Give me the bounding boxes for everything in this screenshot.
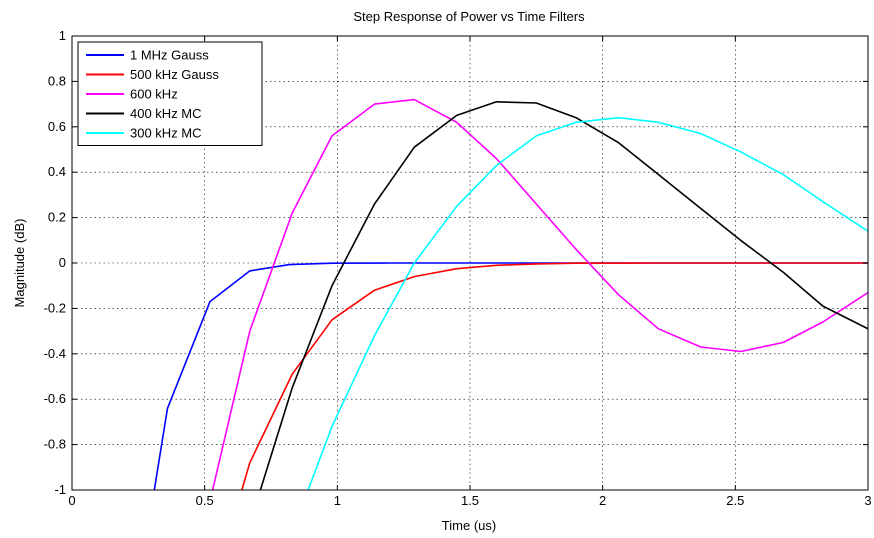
y-tick-label: 0.6 xyxy=(48,119,66,134)
y-tick-label: -0.4 xyxy=(44,346,66,361)
x-tick-label: 3 xyxy=(864,493,871,508)
y-tick-label: 0.2 xyxy=(48,210,66,225)
y-axis: -1 -0.8 -0.6 -0.4 -0.2 0 0.2 0.4 0.6 0.8 1 xyxy=(44,28,868,497)
legend: 1 MHz Gauss 500 kHz Gauss 600 kHz 400 kHz M… xyxy=(77,41,263,146)
series-line-300-khz-mc xyxy=(307,116,868,490)
series-line-500-khz-gauss xyxy=(241,262,868,490)
series-line-400-khz-mc xyxy=(259,101,868,490)
legend-label: 400 kHz MC xyxy=(130,106,202,121)
x-tick-label: 1 xyxy=(334,493,341,508)
y-tick-label: -0.2 xyxy=(44,300,66,315)
y-tick-label: -0.8 xyxy=(44,437,66,452)
y-tick-label: 1 xyxy=(59,28,66,43)
series-line-600-khz xyxy=(211,98,868,490)
x-axis: 0 0.5 1 1.5 2 2.5 3 xyxy=(68,36,872,508)
x-tick-label: 2.5 xyxy=(726,493,744,508)
x-axis-label: Time (us) xyxy=(442,518,496,533)
y-tick-label: -1 xyxy=(54,482,66,497)
legend-label: 600 kHz xyxy=(130,87,178,102)
x-tick-label: 1.5 xyxy=(461,493,479,508)
legend-label: 300 kHz MC xyxy=(130,126,202,141)
chart-title: Step Response of Power vs Time Filters xyxy=(353,9,585,24)
y-tick-label: -0.6 xyxy=(44,391,66,406)
x-tick-label: 2 xyxy=(599,493,606,508)
legend-label: 1 MHz Gauss xyxy=(130,48,209,63)
y-axis-label: Magnitude (dB) xyxy=(12,219,27,308)
x-tick-label: 0 xyxy=(68,493,75,508)
plot-area xyxy=(153,98,868,490)
y-tick-label: 0.8 xyxy=(48,73,66,88)
y-tick-label: 0.4 xyxy=(48,164,66,179)
x-tick-label: 0.5 xyxy=(196,493,214,508)
y-tick-label: 0 xyxy=(59,255,66,270)
legend-label: 500 kHz Gauss xyxy=(130,67,219,82)
